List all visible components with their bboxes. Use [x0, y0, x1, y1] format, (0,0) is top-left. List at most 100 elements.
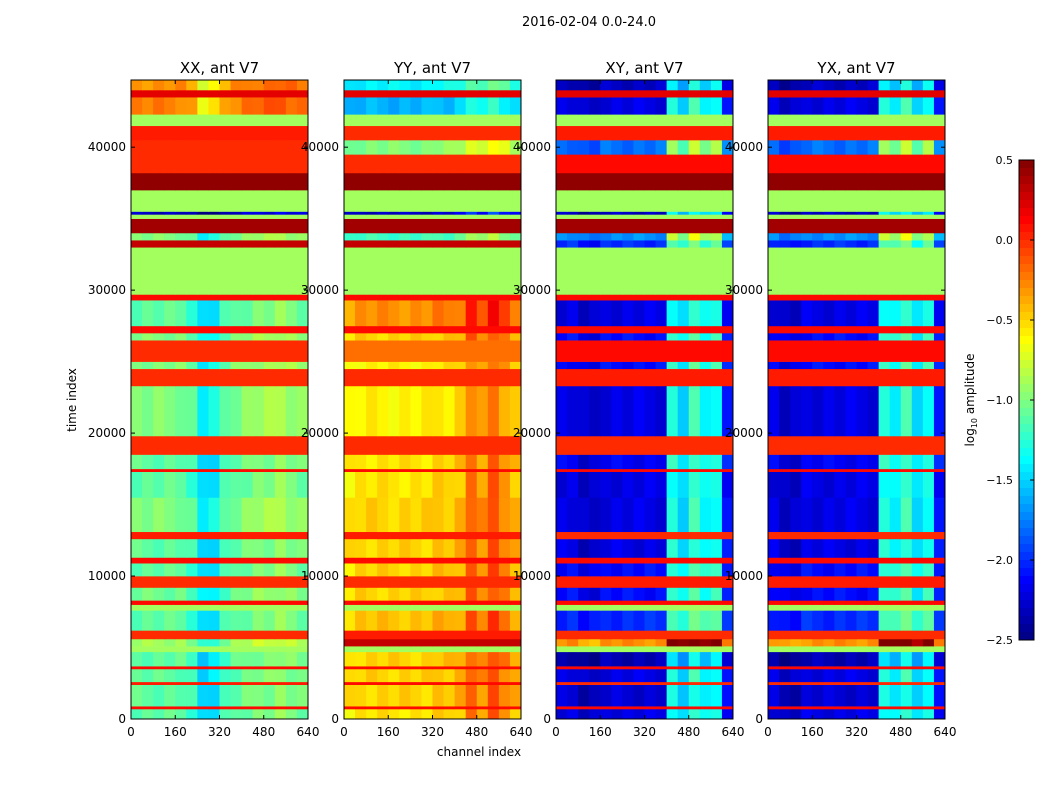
- heatmap-cell: [399, 140, 411, 155]
- heatmap-cell: [688, 90, 701, 98]
- heatmap-cell: [153, 368, 165, 387]
- heatmap-cell: [922, 630, 935, 640]
- heatmap-cell: [399, 666, 411, 670]
- heatmap-cell: [812, 668, 824, 683]
- heatmap-cell: [388, 340, 400, 362]
- heatmap-cell: [388, 604, 400, 611]
- heatmap-cell: [399, 368, 411, 387]
- heatmap-cell: [487, 435, 500, 455]
- heatmap-cell: [567, 557, 579, 564]
- heatmap-cell: [153, 454, 165, 470]
- heatmap-cell: [399, 325, 411, 334]
- heatmap-cell: [688, 708, 701, 720]
- heatmap-cell: [131, 468, 143, 472]
- heatmap-cell: [889, 247, 902, 295]
- heatmap-cell: [153, 630, 165, 640]
- heatmap-cell: [567, 708, 579, 720]
- heatmap-cell: [175, 538, 187, 558]
- heatmap-cell: [399, 97, 411, 115]
- heatmap-cell: [355, 325, 367, 334]
- heatmap-cell: [600, 706, 612, 710]
- heatmap-cell: [498, 361, 511, 370]
- colorbar-swatch: [1019, 616, 1034, 625]
- heatmap-cell: [845, 300, 857, 327]
- heatmap-cell: [567, 340, 579, 362]
- heatmap-cell: [589, 240, 601, 248]
- heatmap-cell: [779, 587, 791, 601]
- heatmap-cell: [219, 218, 232, 234]
- heatmap-cell: [344, 218, 356, 234]
- heatmap-panels: XX, ant V70 160 320 480 64001000020000300004…: [88, 59, 957, 739]
- heatmap-cell: [922, 125, 935, 141]
- heatmap-cell: [889, 538, 902, 558]
- x-tick-label: 0: [127, 725, 135, 739]
- heatmap-cell: [476, 90, 489, 98]
- heatmap-cell: [498, 454, 511, 470]
- heatmap-cell: [845, 600, 857, 605]
- heatmap-cell: [219, 563, 232, 577]
- heatmap-cell: [399, 630, 411, 640]
- heatmap-cell: [790, 90, 802, 98]
- heatmap-cell: [677, 531, 690, 540]
- heatmap-cell: [633, 576, 645, 588]
- heatmap-cell: [175, 610, 187, 631]
- heatmap-cell: [355, 630, 367, 640]
- heatmap-cell: [889, 468, 902, 472]
- heatmap-cell: [779, 435, 791, 455]
- heatmap-cell: [688, 80, 701, 91]
- heatmap-cell: [175, 531, 187, 540]
- heatmap-cell: [142, 531, 154, 540]
- heatmap-cell: [252, 240, 265, 248]
- heatmap-cell: [366, 563, 378, 577]
- heatmap-cell: [933, 300, 946, 327]
- heatmap-cell: [655, 240, 668, 248]
- heatmap-cell: [153, 587, 165, 601]
- heatmap-cell: [801, 563, 813, 577]
- heatmap-cell: [589, 435, 601, 455]
- heatmap-cell: [721, 563, 734, 577]
- heatmap-cell: [296, 706, 309, 710]
- heatmap-cell: [567, 630, 579, 640]
- heatmap-cell: [344, 340, 356, 362]
- heatmap-cell: [410, 90, 422, 98]
- heatmap-cell: [230, 114, 243, 127]
- heatmap-cell: [344, 531, 356, 540]
- heatmap-cell: [834, 576, 846, 588]
- heatmap-cell: [454, 211, 467, 215]
- heatmap-cell: [410, 232, 422, 241]
- heatmap-cell: [845, 140, 857, 155]
- heatmap-cell: [611, 214, 623, 219]
- colorbar-swatch: [1019, 368, 1034, 377]
- heatmap-cell: [509, 90, 522, 98]
- heatmap-cell: [487, 368, 500, 387]
- heatmap-cell: [219, 114, 232, 127]
- heatmap-cell: [454, 668, 467, 683]
- heatmap-cell: [410, 80, 422, 91]
- heatmap-cell: [421, 563, 433, 577]
- heatmap-cell: [655, 247, 668, 295]
- heatmap-cell: [633, 114, 645, 127]
- heatmap-cell: [487, 80, 500, 91]
- heatmap-cell: [131, 587, 143, 601]
- heatmap-cell: [677, 97, 690, 115]
- heatmap-cell: [790, 706, 802, 710]
- heatmap-cell: [578, 368, 590, 387]
- heatmap-cell: [175, 471, 187, 498]
- heatmap-cell: [142, 140, 154, 155]
- heatmap-cell: [677, 232, 690, 241]
- heatmap-cell: [208, 587, 220, 601]
- y-tick-label: 20000: [725, 426, 763, 440]
- heatmap-cell: [285, 218, 298, 234]
- heatmap-cell: [768, 114, 780, 127]
- heatmap-cell: [230, 638, 243, 647]
- heatmap-cell: [710, 557, 723, 564]
- heatmap-cell: [900, 471, 913, 498]
- heatmap-cell: [465, 90, 478, 98]
- heatmap-cell: [823, 368, 835, 387]
- heatmap-cell: [377, 80, 389, 91]
- heatmap-cell: [509, 471, 522, 498]
- heatmap-cell: [666, 531, 679, 540]
- heatmap-cell: [432, 630, 445, 640]
- heatmap-cell: [633, 666, 645, 670]
- heatmap-cell: [186, 214, 198, 219]
